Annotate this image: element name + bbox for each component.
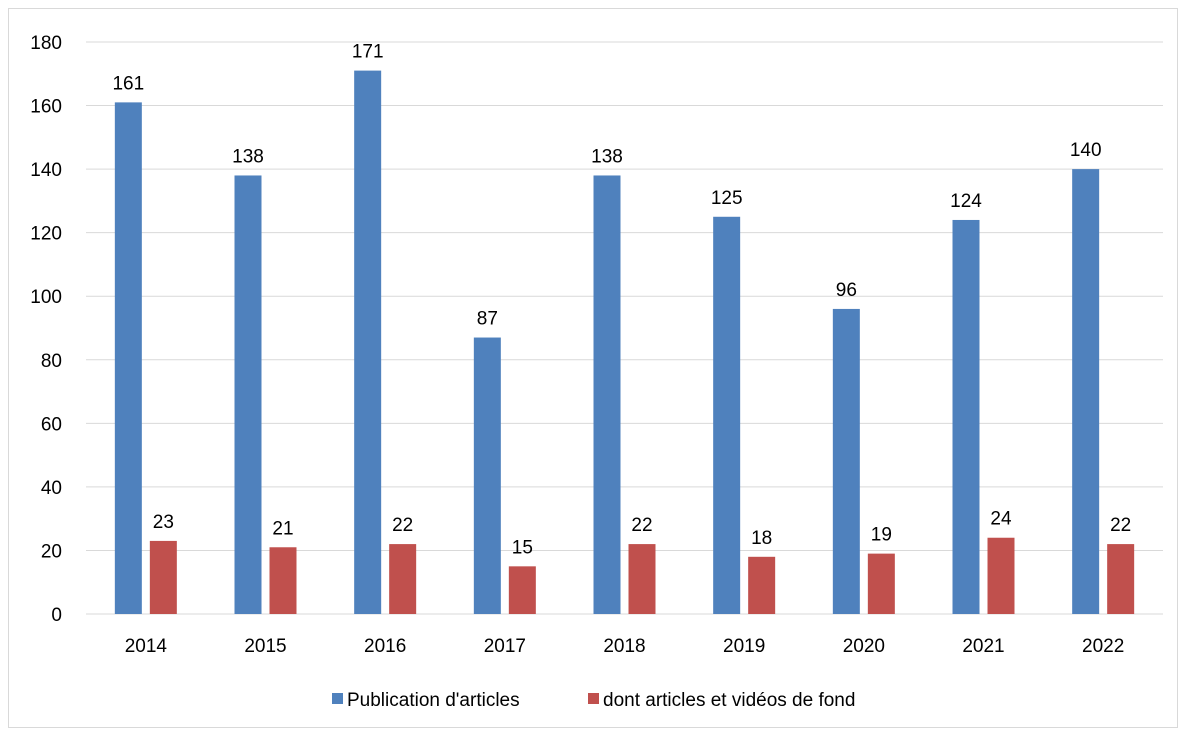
y-tick-label: 60 xyxy=(41,414,62,435)
x-axis-labels: 2014 2015 2016 2017 2018 2019 2020 2021 2022 xyxy=(125,636,1125,657)
bar-publication-2019 xyxy=(713,216,741,614)
bar-fond-2022 xyxy=(1107,544,1135,614)
legend: Publication d'articles dont articles et v… xyxy=(332,690,855,711)
y-tick-label: 100 xyxy=(30,287,62,308)
bar-publication-2018 xyxy=(593,175,621,614)
data-label: 21 xyxy=(272,518,293,539)
data-label: 138 xyxy=(232,146,264,167)
y-tick-label: 40 xyxy=(41,478,62,499)
data-label: 125 xyxy=(711,188,743,209)
x-tick-label: 2020 xyxy=(843,636,885,657)
data-label: 96 xyxy=(836,280,857,301)
grid-lines xyxy=(86,41,1163,615)
x-tick-label: 2015 xyxy=(244,636,286,657)
bar-fond-2019 xyxy=(748,556,776,614)
bar-publication-2014 xyxy=(114,102,142,614)
x-tick-label: 2017 xyxy=(484,636,526,657)
data-label: 15 xyxy=(512,537,533,558)
data-label: 171 xyxy=(352,42,384,63)
bars xyxy=(114,70,1135,615)
x-tick-label: 2019 xyxy=(723,636,765,657)
data-label: 24 xyxy=(990,509,1012,530)
bar-fond-2020 xyxy=(867,553,895,614)
data-label: 19 xyxy=(871,525,892,546)
bar-fond-2018 xyxy=(628,544,656,614)
data-label: 22 xyxy=(631,515,652,536)
y-tick-label: 20 xyxy=(41,541,62,562)
data-labels: 161 23 138 21 171 22 87 15 138 22 125 18 96 19 124 24 14… xyxy=(112,42,1131,559)
bar-publication-2020 xyxy=(832,308,860,614)
x-tick-label: 2018 xyxy=(603,636,645,657)
bar-fond-2014 xyxy=(149,540,177,614)
y-tick-label: 140 xyxy=(30,160,62,181)
bar-publication-2017 xyxy=(473,337,501,614)
y-tick-label: 120 xyxy=(30,224,62,245)
data-label: 22 xyxy=(392,515,413,536)
data-label: 22 xyxy=(1110,515,1131,536)
y-tick-label: 80 xyxy=(41,351,62,372)
bar-fond-2016 xyxy=(389,544,417,614)
x-tick-label: 2016 xyxy=(364,636,406,657)
legend-label-publication: Publication d'articles xyxy=(347,690,520,711)
y-tick-label: 0 xyxy=(51,605,62,626)
y-tick-label: 160 xyxy=(30,97,62,118)
y-axis-labels: 0 20 40 60 80 100 120 140 160 180 xyxy=(30,33,62,626)
data-label: 138 xyxy=(591,146,623,167)
legend-swatch-fond xyxy=(588,693,599,704)
data-label: 87 xyxy=(477,309,498,330)
bar-publication-2022 xyxy=(1072,169,1100,614)
bar-publication-2016 xyxy=(354,70,382,615)
chart-frame xyxy=(8,8,1178,728)
x-tick-label: 2021 xyxy=(962,636,1004,657)
legend-swatch-publication xyxy=(332,693,343,704)
bar-publication-2015 xyxy=(234,175,262,614)
x-tick-label: 2014 xyxy=(125,636,168,657)
bar-fond-2015 xyxy=(269,547,297,614)
data-label: 23 xyxy=(153,512,174,533)
bar-fond-2017 xyxy=(508,566,536,614)
bar-fond-2021 xyxy=(987,537,1015,614)
data-label: 140 xyxy=(1070,140,1102,161)
data-label: 124 xyxy=(950,191,982,212)
data-label: 161 xyxy=(112,73,144,94)
x-tick-label: 2022 xyxy=(1082,636,1124,657)
legend-label-fond: dont articles et vidéos de fond xyxy=(603,690,855,711)
bar-publication-2021 xyxy=(952,219,980,614)
y-tick-label: 180 xyxy=(30,33,62,54)
data-label: 18 xyxy=(751,528,772,549)
